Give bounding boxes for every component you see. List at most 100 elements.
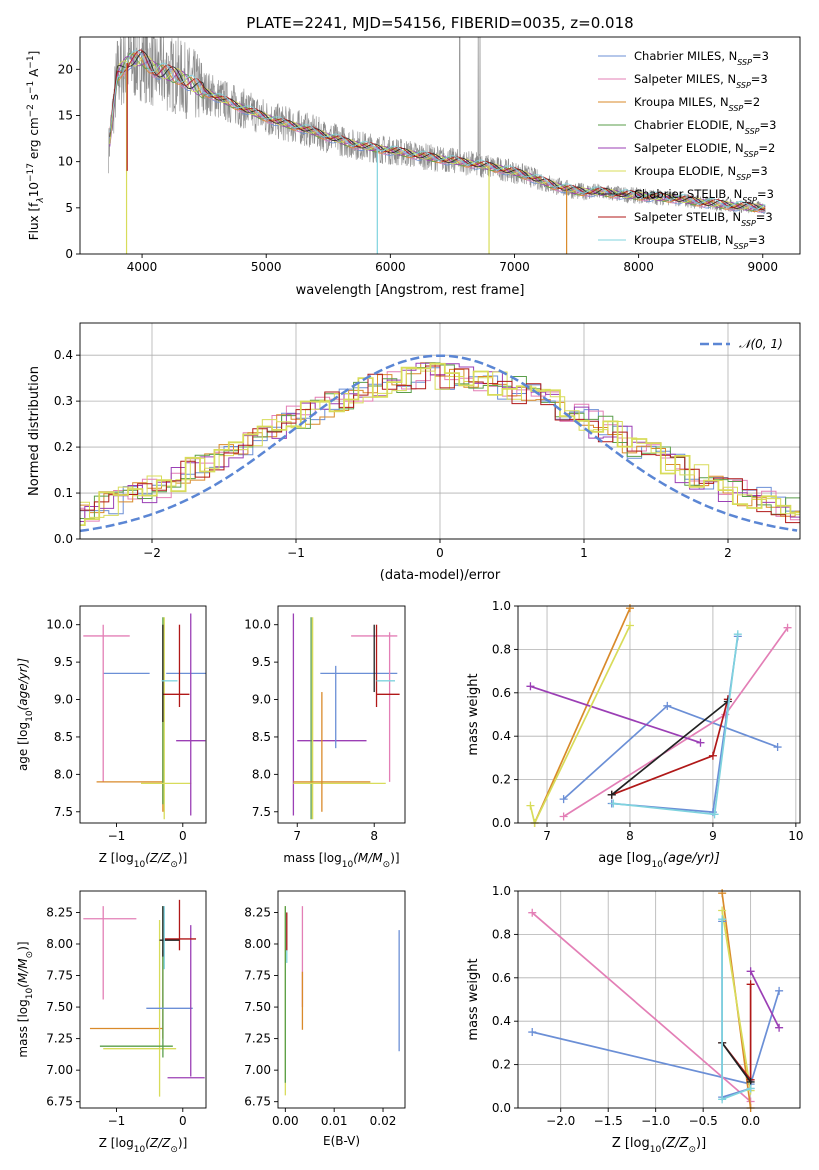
legend-name: Kroupa STELIB, N xyxy=(634,233,734,247)
weight-point-marker xyxy=(775,986,784,995)
y-tick-label: 10.0 xyxy=(46,618,73,632)
y-axis-label-part: ⊙ xyxy=(25,951,35,959)
weight-point-marker xyxy=(746,980,755,989)
legend-suffix: =3 xyxy=(760,118,777,132)
y-tick-label: 0.0 xyxy=(54,532,73,546)
legend-label: Salpeter MILES, NSSP=3 xyxy=(634,72,768,90)
y-tick-label: 10.0 xyxy=(244,618,271,632)
histogram-step-line xyxy=(80,362,800,526)
x-axis-label-part: )] xyxy=(390,851,399,865)
legend-label: Salpeter ELODIE, NSSP=2 xyxy=(634,141,775,159)
weight-series-line xyxy=(531,912,752,1103)
legend-name: Kroupa MILES, N xyxy=(634,95,729,109)
x-axis-label-part: Z [log xyxy=(612,1136,650,1151)
model-fit-line xyxy=(109,50,766,211)
x-tick-label: 7000 xyxy=(499,260,530,274)
legend-label: Salpeter STELIB, NSSP=3 xyxy=(634,210,773,228)
weight-point-marker xyxy=(696,738,705,747)
weight-point-marker xyxy=(746,1084,755,1093)
legend-name: Salpeter ELODIE, N xyxy=(634,141,744,155)
weight-point-marker xyxy=(710,810,719,819)
weight-point-marker xyxy=(559,812,568,821)
x-tick-label: 9 xyxy=(709,829,717,843)
weight-point-marker xyxy=(783,623,792,632)
x-axis-label-part: (Z/Z xyxy=(145,1136,171,1150)
x-axis-label: E(B-V) xyxy=(323,1134,360,1148)
x-tick-label: 8000 xyxy=(623,260,654,274)
x-axis-label-part: 10 xyxy=(651,860,663,870)
x-axis-label-part: mass [log xyxy=(283,851,341,865)
weight-series-line xyxy=(533,607,631,824)
y-axis-label-part: 10 xyxy=(25,710,35,722)
y-axis-label-part: erg cm xyxy=(27,117,41,163)
weight-series-line xyxy=(563,627,789,818)
x-axis-label: (data-model)/error xyxy=(380,568,501,583)
x-axis-label: wavelength [Angstrom, rest frame] xyxy=(296,283,525,298)
legend-sub: SSP xyxy=(742,196,757,205)
x-axis-label-part: (age/yr)] xyxy=(663,851,720,866)
legend-suffix: =3 xyxy=(748,233,765,247)
weight-point-marker xyxy=(528,1028,537,1037)
x-axis-label-part: )] xyxy=(696,1136,706,1151)
x-axis-label: age [log10(age/yr)] xyxy=(598,851,720,870)
y-tick-label: 0.4 xyxy=(492,729,511,743)
y-tick-label: 1.0 xyxy=(492,599,511,613)
weight_vs_Z-frame xyxy=(517,890,801,1109)
y-tick-label: 0.4 xyxy=(492,1014,511,1028)
x-tick-label: −0.5 xyxy=(689,1114,718,1128)
y-tick-label: 7.25 xyxy=(46,1032,73,1046)
x-tick-label: −2.0 xyxy=(546,1114,575,1128)
x-tick-label: 7 xyxy=(293,829,301,843)
weight-point-marker xyxy=(718,915,727,924)
y-axis-label-part: )] xyxy=(16,941,30,950)
weight-point-marker xyxy=(718,889,727,898)
legend-label: Kroupa STELIB, NSSP=3 xyxy=(634,233,765,251)
legend-suffix: =3 xyxy=(756,210,773,224)
x-axis-label-part: ⊙ xyxy=(170,1145,178,1155)
legend-suffix: =2 xyxy=(758,141,775,155)
y-tick-label: 0.2 xyxy=(54,440,73,454)
y-tick-label: 7.75 xyxy=(244,969,271,983)
weight_vs_age-frame xyxy=(517,605,801,824)
histogram-step-line xyxy=(80,365,800,525)
legend-suffix: =2 xyxy=(743,95,760,109)
legend-suffix: =3 xyxy=(751,164,768,178)
spectrum-panel: PLATE=2241, MJD=54156, FIBERID=0035, z=0… xyxy=(26,14,801,298)
x-axis-label-part: Z [log xyxy=(99,851,134,865)
weight-series-line xyxy=(749,970,780,1029)
x-tick-label: 0.0 xyxy=(741,1114,760,1128)
model-fit-line xyxy=(109,49,766,210)
y-axis-label: mass weight xyxy=(466,958,481,1040)
weight-point-marker xyxy=(625,621,634,630)
weight-series-line xyxy=(721,910,752,1091)
x-tick-label: −1.0 xyxy=(641,1114,670,1128)
weight-point-marker xyxy=(718,906,727,915)
x-tick-label: 8 xyxy=(626,829,634,843)
weight-point-marker xyxy=(708,751,717,760)
x-tick-label: 6000 xyxy=(375,260,406,274)
y-axis-label-part: −2 xyxy=(26,104,36,117)
legend-suffix: =3 xyxy=(751,72,768,86)
y-tick-label: 7.00 xyxy=(46,1063,73,1077)
y-tick-label: 0.8 xyxy=(492,927,511,941)
weight-point-marker xyxy=(775,1023,784,1032)
mass-vs-metallicity-panel: −1 06.757.007.257.507.758.008.25Z [log10(… xyxy=(16,890,207,1155)
normal-curve xyxy=(80,354,798,533)
x-axis-label: Z [log10(Z/Z⊙)] xyxy=(99,851,188,870)
y-axis-label-part: λ xyxy=(36,197,46,203)
x-tick-label: 0 xyxy=(179,829,187,843)
spectrum-frame xyxy=(79,36,801,255)
x-tick-label: 10 xyxy=(788,829,803,843)
x-tick-label: 5000 xyxy=(251,260,282,274)
y-tick-label: 1.0 xyxy=(492,884,511,898)
x-tick-label: −2 xyxy=(143,546,161,560)
x-tick-label: 9000 xyxy=(747,260,778,274)
y-tick-label: 9.0 xyxy=(252,693,271,707)
weight-point-marker xyxy=(746,967,755,976)
histogram-step-line xyxy=(80,371,800,522)
y-tick-label: 0.2 xyxy=(492,773,511,787)
y-tick-label: 6.75 xyxy=(244,1095,271,1109)
y-axis-label-part: (M/M xyxy=(16,958,30,988)
